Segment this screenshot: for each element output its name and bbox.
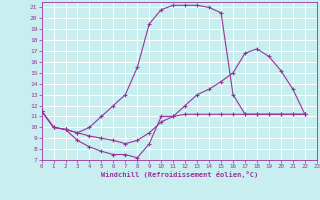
- X-axis label: Windchill (Refroidissement éolien,°C): Windchill (Refroidissement éolien,°C): [100, 171, 258, 178]
